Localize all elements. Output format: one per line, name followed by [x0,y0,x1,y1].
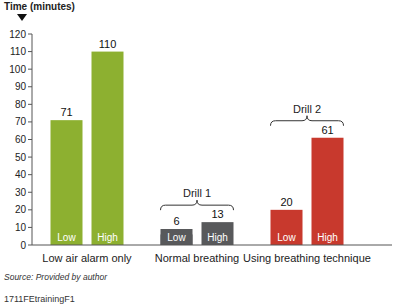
category-label: Using breathing technique [243,252,371,264]
bracket [161,200,234,210]
tick-mark [28,139,32,140]
tick-label: 50 [15,152,27,163]
tick-label: 120 [9,29,26,40]
series-label: Low [277,232,296,243]
tick-label: 60 [15,134,27,145]
tick-mark [28,192,32,193]
data-label: 110 [99,38,117,50]
category-label: Normal breathing [155,252,239,264]
annotation: Drill 2 [293,103,321,115]
tick-label: 0 [20,240,26,251]
bar [271,210,303,245]
tick-label: 70 [15,116,27,127]
tick-mark [28,51,32,52]
tick-label: 110 [10,46,26,57]
tick-label: 30 [15,187,27,198]
tick-mark [28,245,32,246]
tick-label: 20 [15,204,27,215]
y-axis-label: Time (minutes) [4,1,75,12]
baseline [32,245,392,246]
footnote: Source: Provided by author [4,272,108,282]
tick-mark [28,34,32,35]
tick-mark [28,227,32,228]
data-label: 61 [321,124,333,136]
series-label: Low [57,232,76,243]
tick-mark [28,174,32,175]
annotation: Drill 1 [183,187,211,199]
series-label: High [317,232,338,243]
tick-label: 40 [15,169,27,180]
y-axis [32,34,33,245]
data-label: 6 [173,215,179,227]
tick-mark [28,121,32,122]
chart: Time (minutes) 0 10 20 30 40 50 60 70 80 90 100 110 1… [0,0,399,307]
category-label: Low air alarm only [42,252,132,264]
bar [202,222,234,245]
bracket [271,116,344,126]
series-label-bg [161,229,193,245]
data-label: 71 [60,106,72,118]
tick-label: 80 [15,99,27,110]
tick-label: 90 [15,81,27,92]
series-label: Low [167,232,186,243]
series-label: High [207,232,228,243]
tick-mark [28,69,32,70]
bar [51,120,83,245]
tick-mark [28,86,32,87]
axis-marker [17,14,27,21]
bars [51,52,344,245]
labels: Low 71 High 110 Low 6 High 13 Low 20 High 61 [57,38,337,245]
tick-label: 100 [9,64,26,75]
bar [92,52,124,245]
tick-mark [28,209,32,210]
footnote: 1711FEtrainingF1 [4,294,75,304]
data-label: 20 [280,196,292,208]
data-label: 13 [211,208,223,220]
tick-mark [28,157,32,158]
bar [312,138,344,245]
tick-mark [28,104,32,105]
tick-label: 10 [15,222,27,233]
series-label: High [97,232,118,243]
